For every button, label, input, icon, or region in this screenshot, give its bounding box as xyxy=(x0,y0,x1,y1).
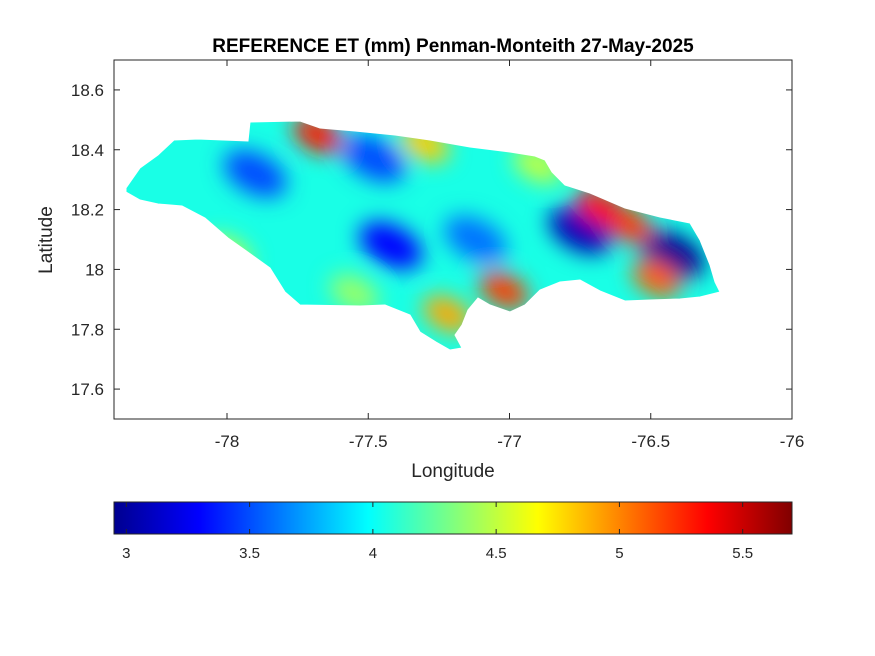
x-axis: -78 -77.5 -77 -76.5 -76 xyxy=(215,60,805,451)
x-tick-label: -76.5 xyxy=(631,432,670,451)
et-hotspot xyxy=(444,215,508,264)
hotspot-layer xyxy=(202,121,705,333)
colorbar-ticks: 3 3.5 4 4.5 5 5.5 xyxy=(122,502,753,562)
colorbar-tick-label: 3 xyxy=(122,545,130,562)
x-axis-label: Longitude xyxy=(411,461,494,482)
et-hotspot xyxy=(223,149,287,198)
x-tick-label: -77 xyxy=(497,432,522,451)
x-tick-label: -78 xyxy=(215,432,240,451)
y-axis-label: Latitude xyxy=(36,206,57,274)
colorbar-tick-label: 4 xyxy=(369,545,377,562)
chart-title: REFERENCE ET (mm) Penman-Monteith 27-May… xyxy=(212,36,694,57)
y-tick-label: 17.6 xyxy=(71,380,104,399)
y-axis: 18.6 18.4 18.2 18 17.8 17.6 xyxy=(71,81,792,399)
y-tick-label: 18.4 xyxy=(71,141,104,160)
y-tick-label: 18 xyxy=(85,260,104,279)
et-hotspot xyxy=(329,274,379,313)
colorbar-tick-label: 5.5 xyxy=(732,545,753,562)
colorbar xyxy=(113,501,793,535)
y-tick-label: 18.2 xyxy=(71,201,104,220)
y-tick-label: 17.8 xyxy=(71,320,104,339)
et-hotspot xyxy=(423,295,472,333)
y-tick-label: 18.6 xyxy=(71,81,104,100)
colorbar-tick-label: 3.5 xyxy=(239,545,260,562)
colorbar-tick-label: 5 xyxy=(615,545,623,562)
x-tick-label: -77.5 xyxy=(349,432,388,451)
et-hotspot xyxy=(359,221,423,270)
colorbar-tick-label: 4.5 xyxy=(486,545,507,562)
et-hotspot xyxy=(342,134,406,183)
et-hotspot xyxy=(479,271,529,310)
et-hotspot xyxy=(632,259,681,298)
x-tick-label: -76 xyxy=(780,432,805,451)
